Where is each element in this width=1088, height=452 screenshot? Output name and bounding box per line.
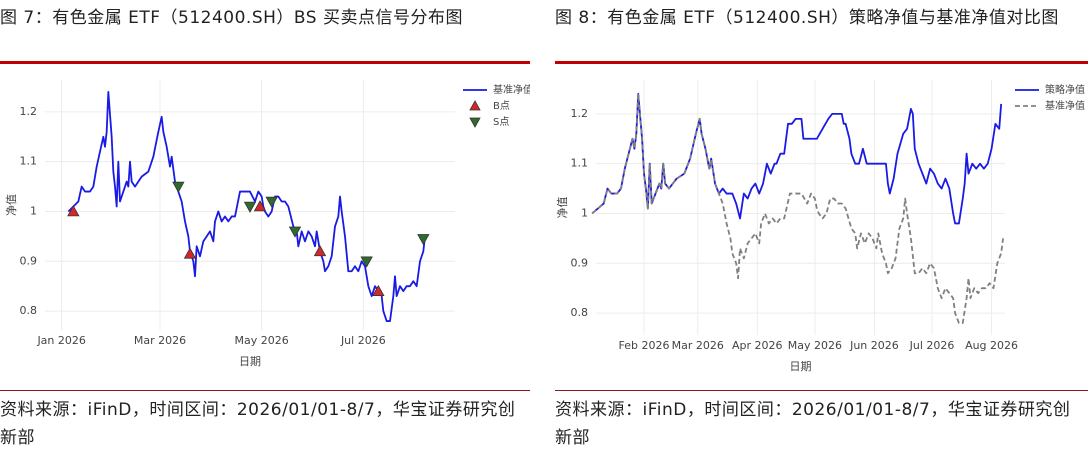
figure-7: 图 7：有色金属 ETF（512400.SH）BS 买卖点信号分布图 0.8 0.… [0,0,530,452]
signal-marker [417,234,430,246]
x-tick-label: Jan 2026 [36,334,85,347]
signal-marker [372,284,385,296]
y-tick-label: 0.9 [20,254,38,267]
source-note: 资料来源：iFinD，时间区间：2026/01/01-8/7，华宝证券研究创新部 [0,400,516,448]
rule [0,390,530,391]
x-tick-label: Jun 2026 [849,339,899,352]
chart: 0.8 0.9 1 1.1 1.2 Feb 2026 Mar 2026 Apr 2026 May… [555,80,1085,373]
y-tick-label: 1.2 [571,107,589,120]
y-tick-label: 0.9 [571,256,589,269]
signal-marker [243,201,257,213]
x-tick-label: Jul 2026 [340,334,386,347]
source-note: 资料来源：iFinD，时间区间：2026/01/01-8/7，华宝证券研究创新部 [555,400,1071,448]
y-tick-label: 1 [30,204,37,217]
x-tick-label: Mar 2026 [672,339,724,352]
legend-swatch [469,117,481,128]
signal-marker [313,244,327,257]
legend-text: 基准净值 [1045,99,1085,112]
signal-marker [172,181,185,193]
x-axis-label: 日期 [790,360,812,373]
legend-text: B点 [493,100,510,112]
figure-title: 图 7：有色金属 ETF（512400.SH）BS 买卖点信号分布图 [0,8,463,28]
y-tick-label: 1.1 [20,155,38,168]
y-tick-label: 0.8 [20,304,38,317]
rule [0,61,530,64]
y-tick-label: 1.1 [571,157,589,170]
series-line [591,93,1004,324]
x-tick-label: Mar 2026 [134,334,186,347]
x-tick-label: Feb 2026 [619,339,670,352]
x-tick-label: May 2026 [235,334,289,347]
y-axis-label: 净值 [4,194,18,216]
y-tick-label: 1.2 [20,105,38,118]
rule [555,390,1088,391]
signal-marker [360,256,373,268]
legend-text: 基准净值 [493,83,530,96]
x-tick-label: Apr 2026 [732,339,783,352]
legend-text: S点 [493,116,509,128]
y-axis-label: 净值 [555,197,569,219]
legend-text: 策略净值 [1045,83,1085,96]
signal-marker [288,226,302,238]
figure-title: 图 8：有色金属 ETF（512400.SH）策略净值与基准净值对比图 [555,8,1059,28]
figure-8: 图 8：有色金属 ETF（512400.SH）策略净值与基准净值对比图 0.8 0… [555,0,1088,452]
signal-marker [183,247,197,259]
chart: 0.8 0.9 1 1.1 1.2 Jan 2026 Mar 2026 May 2026 Jul… [4,80,530,368]
signal-marker [253,200,267,212]
y-tick-label: 0.8 [571,306,589,319]
x-tick-label: Aug 2026 [965,339,1018,352]
signal-marker [67,205,80,217]
legend-swatch [469,100,481,111]
rule [555,61,1088,64]
signal-marker [265,196,278,208]
x-tick-label: May 2026 [788,339,842,352]
series-line [67,91,426,322]
x-tick-label: Jul 2026 [909,339,955,352]
y-tick-label: 1 [581,206,588,219]
x-axis-label: 日期 [239,355,261,368]
